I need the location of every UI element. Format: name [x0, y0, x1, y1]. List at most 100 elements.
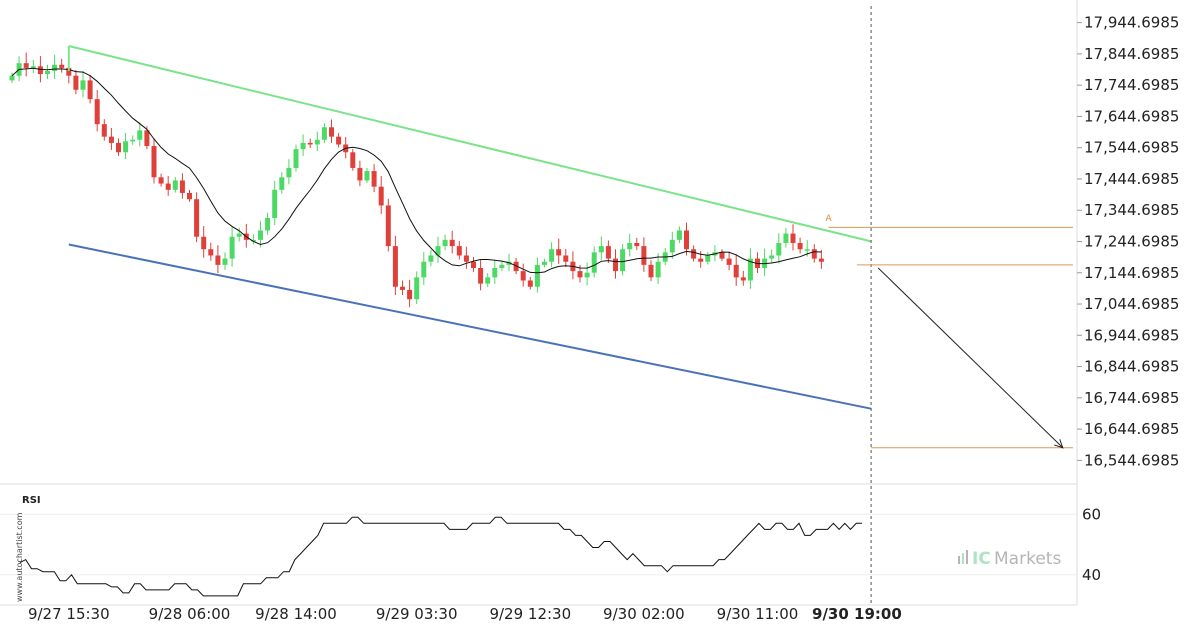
candle-body — [208, 249, 214, 256]
forecast-arrow-line — [877, 267, 1064, 449]
candle-body — [357, 167, 363, 181]
candle-body — [293, 149, 299, 168]
candle-body — [669, 239, 675, 253]
candle-body — [591, 252, 597, 273]
brand-bar-icon — [962, 553, 964, 564]
candle-body — [811, 249, 817, 259]
candle-body — [201, 236, 207, 250]
candle-body — [407, 289, 413, 300]
candle-body — [676, 230, 682, 240]
price-axis-panel — [1077, 0, 1200, 630]
candle-body — [179, 180, 185, 193]
candle-body — [229, 236, 235, 259]
price-tick-label: 17,344.6985 — [1084, 201, 1179, 219]
time-tick-label: 9/29 03:30 — [376, 605, 458, 623]
pattern-annotation: A — [826, 214, 833, 224]
candle-body — [314, 139, 320, 145]
candle-body — [101, 124, 107, 137]
candle-body — [364, 171, 370, 181]
time-ticks: 9/27 15:30 9/28 06:00 9/28 14:00 9/29 03:30… — [28, 605, 902, 623]
candle-body — [158, 177, 164, 184]
candle-body — [400, 286, 405, 290]
candle-body — [272, 189, 278, 218]
candle-body — [87, 80, 93, 100]
candle-body — [818, 258, 824, 262]
candle-body — [215, 255, 221, 265]
candle-body — [471, 261, 476, 268]
candle-body — [265, 217, 271, 231]
rsi-line — [19, 516, 862, 597]
price-tick-label: 17,444.6985 — [1084, 170, 1179, 188]
candle-body — [144, 130, 150, 147]
candle-body — [449, 239, 455, 247]
time-tick-label: 9/29 12:30 — [489, 605, 571, 623]
time-tick-label: 9/30 11:00 — [717, 605, 799, 623]
time-tick-label: 9/27 15:30 — [28, 605, 110, 623]
candle-body — [584, 272, 590, 278]
price-tick-label: 17,044.6985 — [1084, 295, 1179, 313]
candle-body — [279, 177, 285, 190]
candle-body — [258, 230, 263, 240]
candle-body — [542, 261, 547, 265]
candle-body — [549, 249, 555, 262]
candle-body — [80, 80, 86, 90]
candle-body — [804, 249, 810, 251]
candle-body — [740, 277, 746, 281]
candle-body — [733, 264, 739, 278]
resistance-trend-line — [68, 45, 872, 243]
candle-body — [414, 277, 420, 300]
candle-body — [776, 242, 782, 256]
rsi-grid — [0, 513, 1077, 576]
candle-body — [165, 183, 171, 190]
candle-body — [620, 249, 626, 272]
candle-body — [9, 75, 15, 81]
candle-body — [641, 246, 647, 265]
price-tick-label: 17,744.6985 — [1084, 76, 1179, 94]
brand-bar-icon — [966, 550, 968, 564]
candle-body — [442, 239, 448, 247]
price-tick-label: 17,544.6985 — [1084, 139, 1179, 157]
candle-body — [456, 246, 462, 256]
candle-body — [300, 142, 306, 150]
candle-body — [52, 64, 58, 72]
candle-body — [783, 233, 789, 243]
candle-body — [392, 246, 398, 287]
support-trend-line — [68, 243, 872, 410]
candle-body — [378, 186, 384, 206]
candle-body — [137, 130, 143, 140]
moving-average-line — [11, 67, 822, 274]
candle-body — [194, 199, 200, 237]
candle-body — [499, 264, 505, 268]
candle-body — [563, 255, 569, 262]
candle-body — [94, 99, 100, 125]
candle-body — [726, 258, 732, 265]
candle-body — [577, 271, 583, 278]
candle-body — [151, 146, 157, 178]
price-tick-label: 16,944.6985 — [1084, 326, 1179, 344]
rsi-panel — [19, 516, 862, 597]
candle-body — [797, 242, 803, 250]
price-tick-label: 17,244.6985 — [1084, 233, 1179, 251]
price-tick-label: 16,644.6985 — [1084, 420, 1179, 438]
candle-body — [428, 255, 434, 262]
candle-body — [478, 267, 484, 284]
overlays: A — [11, 6, 1073, 605]
candle-body — [463, 255, 469, 262]
candle-body — [485, 277, 491, 284]
candle-body — [435, 246, 441, 256]
time-tick-label: 9/28 06:00 — [149, 605, 231, 623]
candle-body — [73, 75, 79, 90]
candle-body — [108, 136, 114, 143]
candle-body — [527, 280, 533, 287]
candle-body — [747, 258, 753, 281]
candle-body — [66, 67, 72, 76]
candle-body — [321, 127, 327, 140]
rsi-tick-label: 40 — [1082, 566, 1101, 584]
candle-body — [421, 261, 427, 278]
price-tick-label: 16,844.6985 — [1084, 358, 1179, 376]
candle-body — [506, 261, 512, 265]
candle-body — [691, 249, 697, 259]
candle-body — [286, 167, 292, 178]
candle-body — [634, 242, 640, 247]
